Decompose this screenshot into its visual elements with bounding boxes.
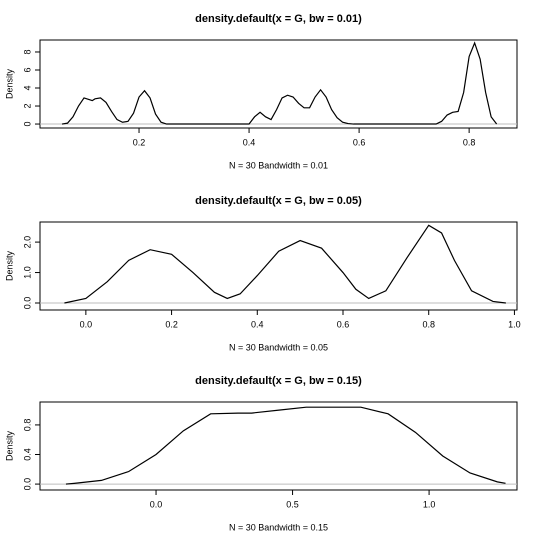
y-tick-label: 6 — [22, 67, 32, 72]
x-axis-label: N = 30 Bandwidth = 0.15 — [229, 522, 328, 532]
y-tick-label: 0 — [22, 122, 32, 127]
y-tick-label: 1.0 — [22, 266, 32, 279]
x-tick-label: 0.6 — [337, 319, 350, 329]
x-tick-label: 0.0 — [150, 499, 163, 509]
y-axis-label: Density — [4, 430, 14, 461]
y-tick-label: 0.0 — [22, 478, 32, 491]
chart-title: density.default(x = G, bw = 0.15) — [195, 375, 362, 387]
y-tick-label: 8 — [22, 49, 32, 54]
chart-title: density.default(x = G, bw = 0.01) — [195, 13, 362, 25]
x-tick-label: 0.8 — [463, 137, 476, 147]
x-tick-label: 0.8 — [422, 319, 435, 329]
plot-frame — [39, 39, 518, 129]
x-axis-label: N = 30 Bandwidth = 0.01 — [229, 160, 328, 170]
x-tick-label: 0.6 — [353, 137, 366, 147]
x-axis-label: N = 30 Bandwidth = 0.05 — [229, 342, 328, 352]
x-tick-label: 0.2 — [165, 319, 178, 329]
y-tick-label: 0.8 — [22, 419, 32, 432]
y-tick-label: 2 — [22, 104, 32, 109]
x-tick-label: 0.4 — [243, 137, 256, 147]
plot-frame — [39, 221, 518, 311]
y-tick-label: 0.4 — [22, 448, 32, 461]
density-line — [61, 41, 498, 125]
x-tick-label: 0.5 — [286, 499, 299, 509]
x-tick-label: 0.4 — [251, 319, 264, 329]
y-axis-label: Density — [4, 250, 14, 281]
x-tick-label: 1.0 — [423, 499, 436, 509]
density-line — [65, 406, 506, 485]
plot-frame — [39, 401, 518, 491]
y-tick-label: 0.0 — [22, 297, 32, 310]
y-tick-label: 2.0 — [22, 236, 32, 249]
y-axis-label: Density — [4, 68, 14, 99]
x-tick-label: 1.0 — [508, 319, 521, 329]
x-tick-label: 0.2 — [133, 137, 146, 147]
density-line — [64, 224, 506, 304]
chart-title: density.default(x = G, bw = 0.05) — [195, 195, 362, 207]
x-tick-label: 0.0 — [80, 319, 93, 329]
y-tick-label: 4 — [22, 86, 32, 91]
